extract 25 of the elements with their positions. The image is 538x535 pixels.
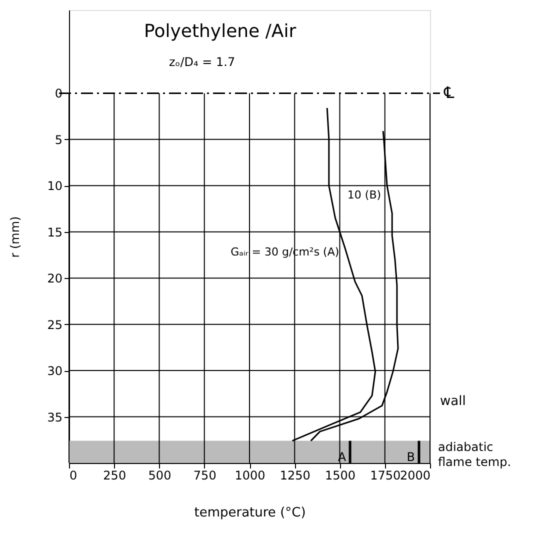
x-tick-label: 0: [70, 468, 78, 482]
y-tick-label: 25: [47, 318, 62, 332]
y-tick-label: 20: [47, 272, 62, 286]
x-tick-label: 1250: [280, 468, 310, 482]
x-tick-label: 1500: [324, 468, 356, 482]
ref-line-label: ℄: [443, 83, 455, 102]
x-tick-label: 2000: [400, 468, 430, 482]
text: adiabatic flame temp.: [438, 440, 512, 469]
y-tick-label: 30: [47, 364, 62, 378]
y-axis-title: r (mm): [8, 216, 22, 258]
text: zₒ/D₄ = 1.7: [169, 55, 236, 69]
x-tick-label: 500: [148, 468, 172, 482]
x-tick-label: 1750: [370, 468, 401, 482]
y-tick-label: 5: [54, 132, 62, 147]
x-tick-label: 750: [193, 468, 216, 482]
x-axis-title: temperature (°C): [194, 506, 306, 520]
series-label: 10 (B): [347, 188, 382, 202]
band-label: wall: [440, 394, 466, 409]
y-tick-label: 10: [47, 179, 62, 194]
text: Polyethylene /Air: [144, 21, 297, 42]
ref-line-label: B: [406, 450, 415, 464]
y-tick-label: 15: [47, 225, 62, 240]
x-tick-label: 250: [103, 468, 126, 482]
y-tick-label: 35: [47, 410, 62, 424]
x-tick-label: 1000: [234, 468, 266, 482]
